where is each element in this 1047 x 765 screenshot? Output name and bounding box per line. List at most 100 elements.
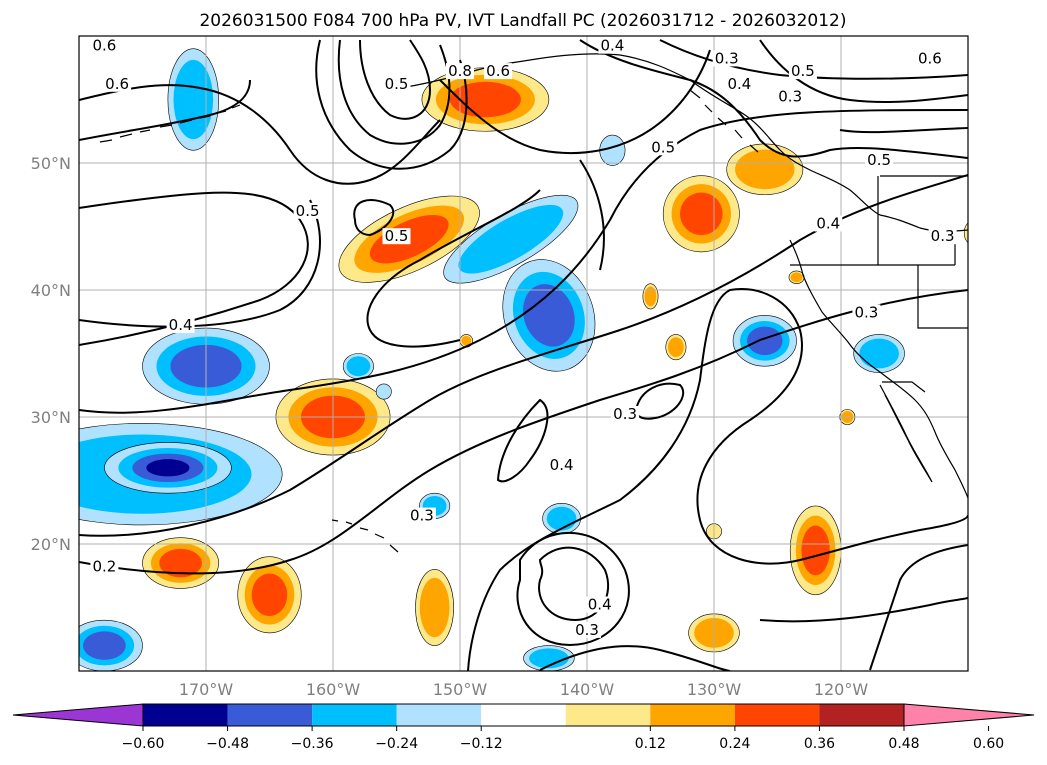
pv-contour xyxy=(759,39,968,104)
contour-label-text: 0.4 xyxy=(588,596,612,614)
colorbar-over-triangle xyxy=(903,703,1035,727)
longitude-tick-label: 140°W xyxy=(560,680,615,699)
contour-label: 0.4 xyxy=(547,456,576,474)
contour-label-text: 0.3 xyxy=(410,507,434,525)
pv-contour xyxy=(538,546,610,622)
anomaly-blob xyxy=(502,259,596,372)
colorbar-tick-label: 0.24 xyxy=(719,736,750,752)
pv-contour xyxy=(79,289,968,575)
axis-ticks: 170°W 160°W 150°W 140°W 130°W 120°W 20°N 30°N 40… xyxy=(31,154,869,699)
contour-label: 0.5 xyxy=(649,138,678,156)
contour-label: 0.4 xyxy=(725,75,754,93)
pv-contour xyxy=(79,109,968,414)
contour-label: 0.2 xyxy=(90,557,119,575)
colorbar-tick-label: −0.24 xyxy=(375,736,418,752)
pv-contour xyxy=(315,39,468,170)
colorbar-frame xyxy=(142,703,905,727)
map-frame xyxy=(78,35,969,672)
contour-label-text: 0.4 xyxy=(600,37,624,55)
colorbar-under-triangle xyxy=(12,703,144,727)
anomaly-blob xyxy=(789,505,842,596)
contour-label-text: 0.5 xyxy=(867,151,891,169)
anomaly-level xyxy=(251,573,288,617)
anomaly-blob xyxy=(104,442,232,494)
colorbar-tick-label: −0.12 xyxy=(460,736,503,752)
colorbar-tick-label: 0.48 xyxy=(888,736,919,752)
anomaly-level xyxy=(449,81,521,118)
pv-contour xyxy=(579,39,968,159)
contour-label: 0.4 xyxy=(166,316,195,334)
anomaly-level xyxy=(146,459,190,477)
pv-contour xyxy=(869,544,968,671)
contour-label-text: 0.3 xyxy=(778,88,802,106)
anomaly-level xyxy=(83,631,126,660)
contour-label-text: 0.5 xyxy=(296,202,320,220)
contour-label: 0.3 xyxy=(407,507,436,525)
contour-labels: 0.6 0.6 0.5 0.8 0.6 0.4 0.3 0.5 0.4 0.3 0.6 0.5 0.5 0… xyxy=(90,37,957,639)
contour-label-text: 0.3 xyxy=(613,405,637,423)
west-us-coast xyxy=(789,239,968,499)
longitude-tick-label: 170°W xyxy=(179,680,234,699)
anomaly-level xyxy=(159,548,202,578)
latitude-tick-label: 50°N xyxy=(31,154,71,173)
contour-label-text: 0.6 xyxy=(918,49,942,67)
colorbar-bin xyxy=(227,704,313,726)
aleutian-islands xyxy=(99,104,241,143)
longitude-tick-label: 160°W xyxy=(306,680,361,699)
contour-label-text: 0.3 xyxy=(931,227,955,245)
contour-label-text: 0.2 xyxy=(92,557,116,575)
colorbar-tick-label: 0.36 xyxy=(804,736,835,752)
anomaly-blob xyxy=(788,270,805,284)
colorbar-bin xyxy=(819,704,904,726)
pv-contour xyxy=(337,39,451,145)
anomaly-blob xyxy=(415,569,454,646)
colorbar-bin xyxy=(143,704,228,726)
contour-label: 0.4 xyxy=(585,596,614,614)
anomaly-level xyxy=(461,335,472,346)
pv-contour xyxy=(634,382,685,420)
alaska-panhandle-islands xyxy=(689,89,759,153)
anomaly-blob xyxy=(79,619,143,671)
pv-contour xyxy=(359,39,432,120)
anomaly-blob xyxy=(642,283,659,310)
pv-anomaly-fills xyxy=(79,48,968,671)
contour-label-text: 0.5 xyxy=(651,138,675,156)
contour-label: 0.5 xyxy=(788,62,817,80)
pv-contour xyxy=(366,189,541,348)
anomaly-level xyxy=(679,192,723,236)
colorbar-bin xyxy=(650,704,735,726)
anomaly-blob xyxy=(662,175,740,253)
contour-label-text: 0.4 xyxy=(550,456,574,474)
anomaly-level xyxy=(963,222,968,244)
contour-label-text: 0.4 xyxy=(816,215,840,233)
us-state-borders xyxy=(790,176,968,329)
anomaly-level xyxy=(735,149,795,190)
anomaly-level xyxy=(667,337,684,358)
anomaly-level xyxy=(644,286,657,307)
anomaly-level xyxy=(419,577,450,638)
map-title: 2026031500 F084 700 hPa PV, IVT Landfall… xyxy=(199,11,846,31)
contour-label: 0.6 xyxy=(915,49,944,67)
contour-label: 0.3 xyxy=(573,621,601,639)
contour-label-text: 0.6 xyxy=(105,75,129,93)
contour-label: 0.3 xyxy=(928,227,957,245)
pv-contour xyxy=(439,49,711,155)
contour-label: 0.3 xyxy=(776,88,805,106)
pv-contour xyxy=(539,645,731,671)
colorbar: −0.60 −0.48 −0.36 −0.24 −0.12 0.12 0.24 0.36 0.4… xyxy=(12,703,1035,752)
anomaly-blob xyxy=(726,143,804,196)
colorbar-tick-label: −0.48 xyxy=(206,736,249,752)
colorbar-bin xyxy=(734,704,820,726)
colorbar-bin xyxy=(312,704,397,726)
colorbar-bin xyxy=(565,704,651,726)
coastlines xyxy=(99,53,968,553)
anomaly-level xyxy=(546,506,577,531)
contour-label-text: 0.6 xyxy=(486,62,510,80)
anomaly-blob xyxy=(167,48,220,151)
contour-label-text: 0.3 xyxy=(715,49,739,67)
anomaly-level xyxy=(375,383,392,400)
hawaii-islands xyxy=(331,519,399,553)
contour-label: 0.4 xyxy=(814,215,843,233)
anomaly-blob xyxy=(375,383,392,400)
contour-label: 0.3 xyxy=(712,49,741,67)
